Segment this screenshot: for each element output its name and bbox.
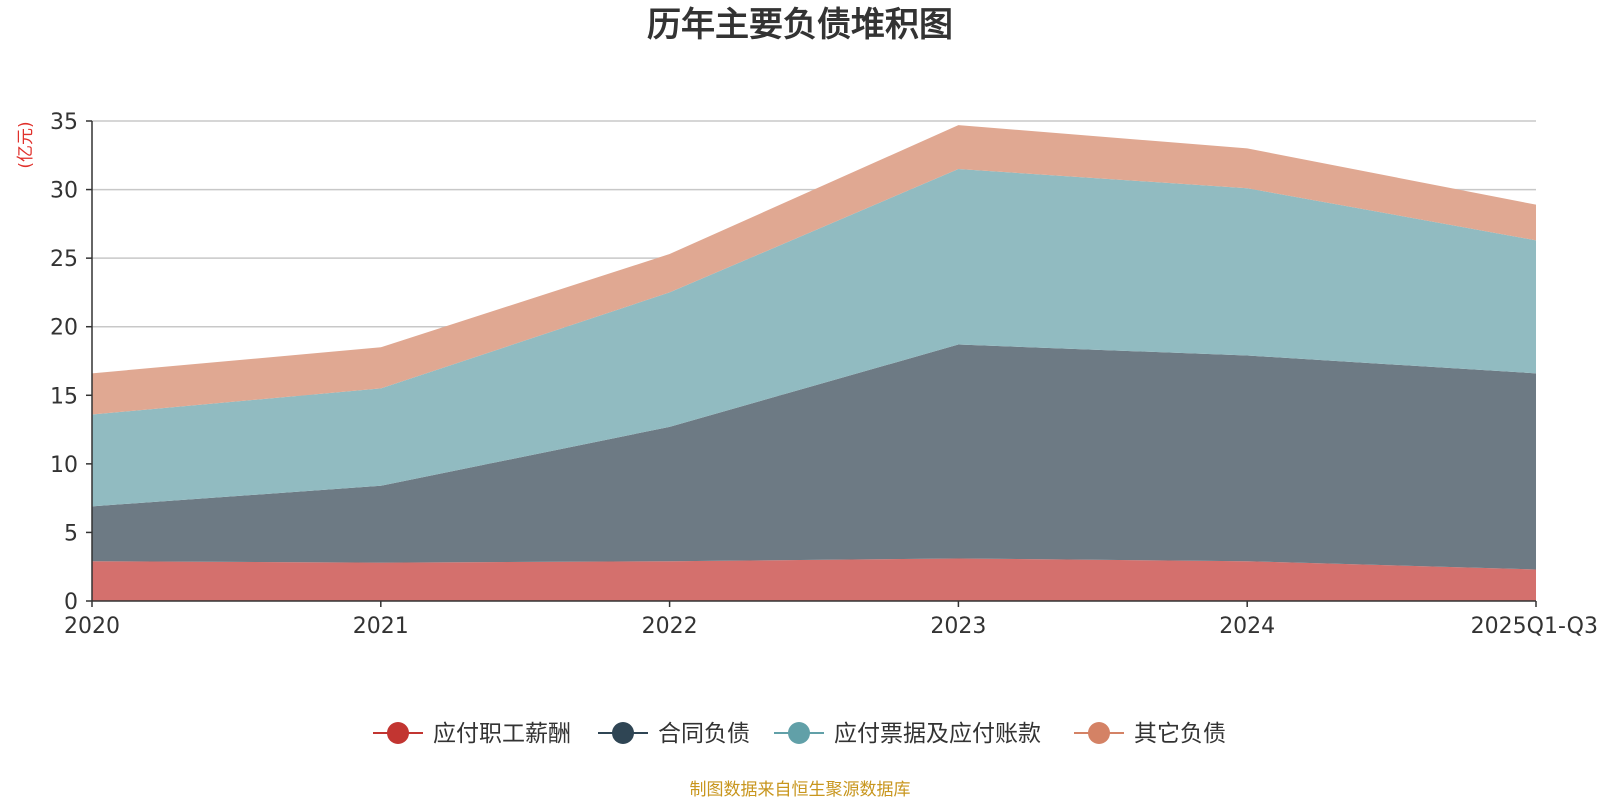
y-tick-label: 0: [64, 590, 78, 615]
y-tick-label: 30: [50, 179, 78, 204]
area-series-2: [92, 344, 1536, 570]
legend-item[interactable]: 应付职工薪酬: [373, 721, 571, 747]
legend-label: 应付票据及应付账款: [834, 721, 1041, 747]
y-tick-label: 15: [50, 384, 78, 409]
y-tick-label: 5: [64, 521, 78, 546]
y-tick-label: 35: [50, 110, 78, 135]
legend-label: 其它负债: [1134, 721, 1226, 747]
x-tick-label: 2025Q1-Q3: [1471, 614, 1598, 639]
axis-layer: 0 5 10 15 20 25 30 35 2020 2021 2022 2023 2024 2025Q1…: [50, 110, 1598, 639]
area-series-3: [92, 169, 1536, 507]
x-tick-label: 2024: [1219, 614, 1275, 639]
legend-item[interactable]: 其它负债: [1074, 721, 1226, 747]
legend-marker-icon: [1088, 722, 1110, 744]
x-tick-label: 2020: [64, 614, 120, 639]
x-tick-label: 2021: [353, 614, 409, 639]
legend-marker-icon: [612, 722, 634, 744]
legend-marker-icon: [788, 722, 810, 744]
area-layer: [92, 125, 1536, 601]
legend-item[interactable]: 合同负债: [598, 721, 750, 747]
y-axis-label: (亿元): [16, 121, 36, 168]
legend-item[interactable]: 应付票据及应付账款: [774, 721, 1041, 747]
legend-label: 合同负债: [658, 721, 750, 747]
y-tick-label: 10: [50, 453, 78, 478]
legend: 应付职工薪酬 合同负债 应付票据及应付账款 其它负债: [373, 721, 1226, 747]
legend-label: 应付职工薪酬: [433, 721, 571, 747]
data-source-footer: 制图数据来自恒生聚源数据库: [690, 780, 911, 800]
legend-marker-icon: [387, 722, 409, 744]
chart-title: 历年主要负债堆积图: [647, 5, 953, 45]
area-series-1: [92, 558, 1536, 601]
y-tick-label: 25: [50, 247, 78, 272]
x-tick-label: 2022: [642, 614, 698, 639]
x-tick-label: 2023: [930, 614, 986, 639]
y-tick-label: 20: [50, 316, 78, 341]
area-series-4: [92, 125, 1536, 415]
